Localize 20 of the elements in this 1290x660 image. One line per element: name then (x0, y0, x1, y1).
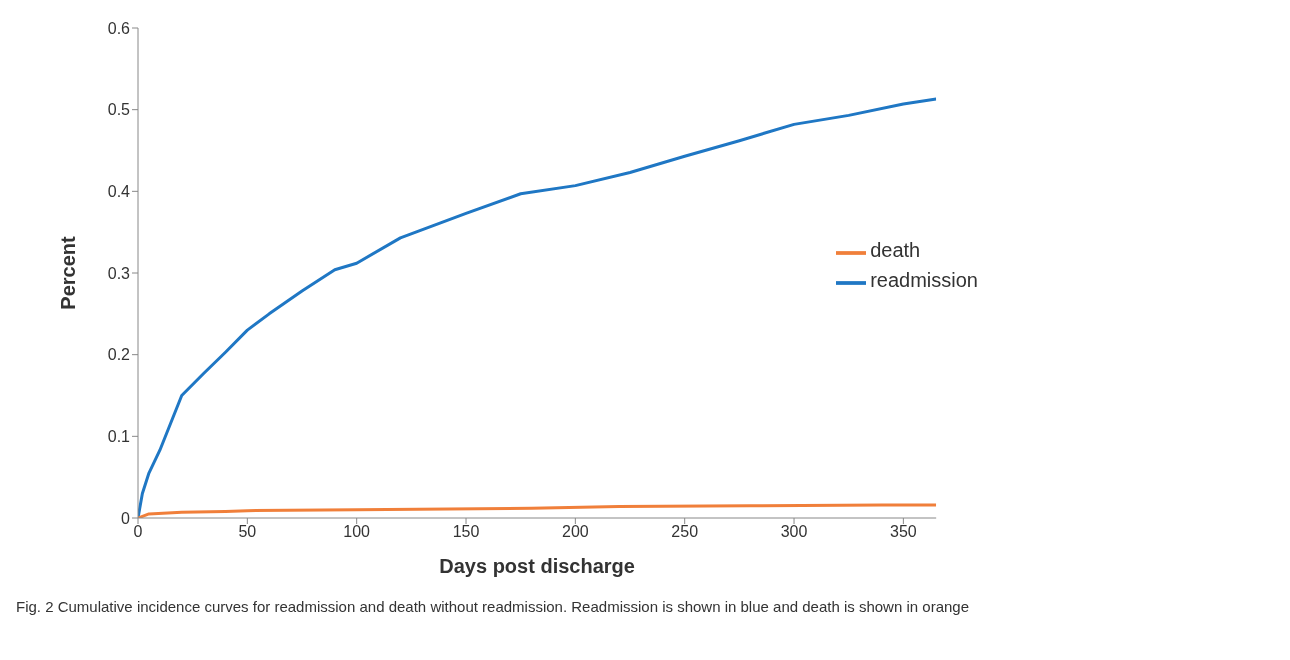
x-axis-title: Days post discharge (439, 555, 635, 577)
x-tick-label: 50 (238, 523, 257, 541)
x-tick-label: 200 (562, 523, 589, 541)
y-tick-label: 0.5 (107, 101, 131, 119)
legend-label: readmission (870, 269, 978, 292)
x-tick-label: 300 (780, 523, 808, 541)
y-tick-label: 0.1 (107, 428, 131, 446)
x-tick-label: 350 (890, 523, 917, 541)
y-tick-label: 0.4 (107, 183, 131, 201)
y-tick-label: 0 (121, 509, 131, 527)
x-tick-label: 100 (343, 523, 371, 541)
y-axis-title: Percent (57, 235, 80, 310)
x-tick-label: 150 (452, 523, 480, 541)
y-tick-label: 0.2 (107, 346, 131, 364)
caption: Fig. 2 Cumulative incidence curves for readmission and death without readmission. Readmission is shown in blue and death is shown in orange (16, 598, 970, 615)
x-tick-label: 250 (671, 523, 699, 541)
y-tick-label: 0.3 (107, 264, 131, 282)
x-tick-label: 0 (133, 523, 143, 541)
legend-label: death (870, 239, 921, 262)
y-tick-label: 0.6 (107, 19, 131, 37)
